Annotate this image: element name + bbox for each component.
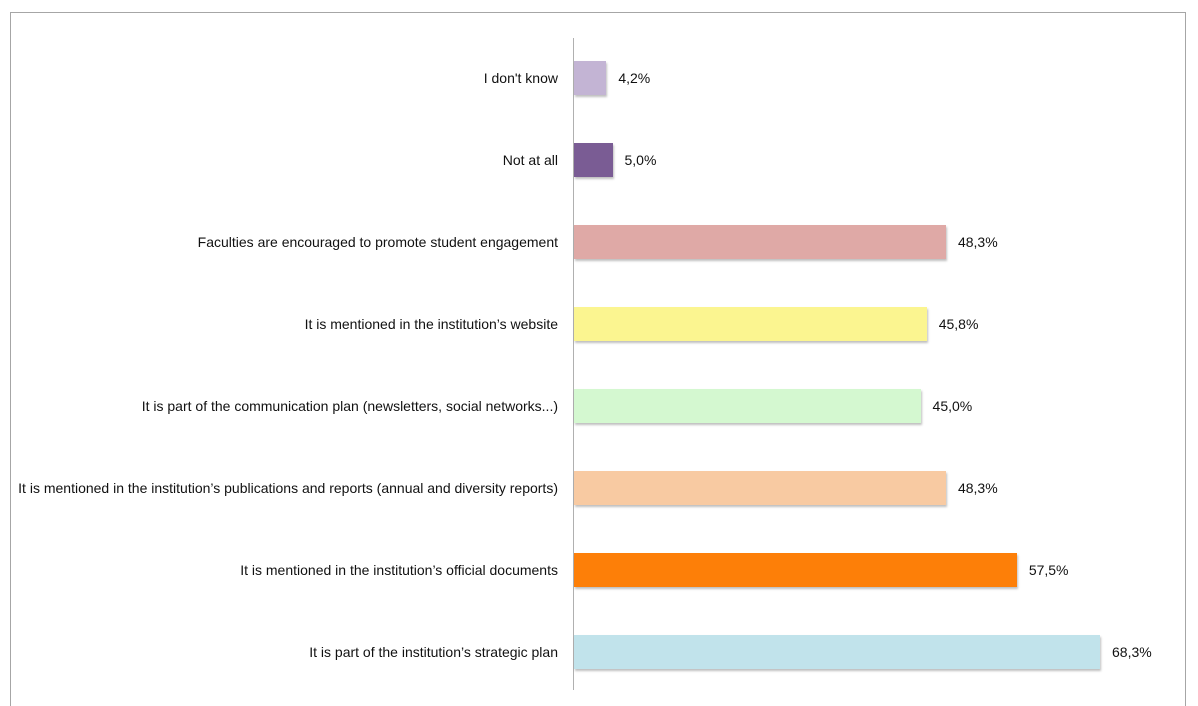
value-label: 45,0% [932, 398, 973, 414]
category-label: Not at all [502, 152, 558, 168]
bar [574, 553, 1017, 587]
value-label: 48,3% [957, 234, 998, 250]
category-label: It is part of the institution’s strategi… [309, 644, 558, 660]
frame [10, 12, 1186, 706]
bar [574, 225, 946, 259]
bar [574, 635, 1100, 669]
category-label: It is mentioned in the institution’s off… [240, 562, 558, 578]
value-label: 48,3% [957, 480, 998, 496]
category-label: It is mentioned in the institution’s pub… [18, 480, 558, 496]
category-label: It is mentioned in the institution’s web… [304, 316, 558, 332]
bar [574, 307, 927, 341]
bar [574, 389, 921, 423]
category-axis [573, 38, 574, 690]
value-label: 68,3% [1112, 644, 1152, 660]
value-label: 57,5% [1028, 562, 1069, 578]
category-label: It is part of the communication plan (ne… [141, 398, 558, 414]
value-label: 45,8% [938, 316, 979, 332]
value-label: 4,2% [618, 70, 651, 86]
bar [574, 471, 946, 505]
category-label: Faculties are encouraged to promote stud… [197, 234, 558, 250]
bar [574, 143, 613, 177]
category-label: I don't know [483, 70, 558, 86]
bar [574, 61, 607, 95]
value-label: 5,0% [624, 152, 657, 168]
